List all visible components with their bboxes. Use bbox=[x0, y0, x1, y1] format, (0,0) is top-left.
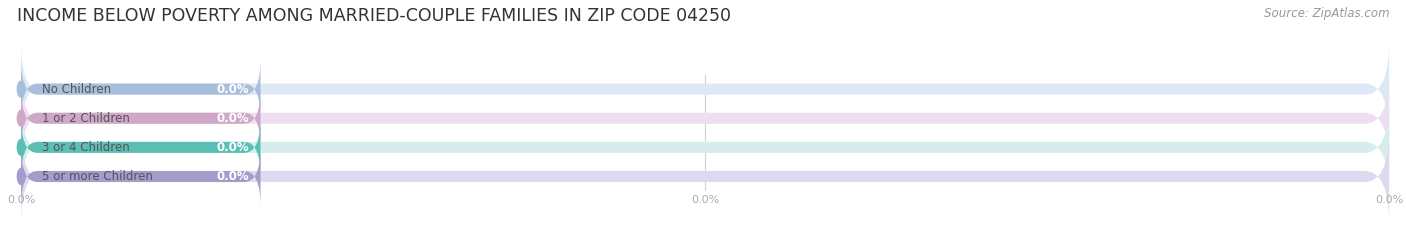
Text: 5 or more Children: 5 or more Children bbox=[42, 170, 153, 183]
Circle shape bbox=[17, 168, 25, 185]
Circle shape bbox=[17, 110, 25, 126]
FancyBboxPatch shape bbox=[21, 118, 260, 177]
Text: 0.0%: 0.0% bbox=[217, 112, 249, 125]
Circle shape bbox=[17, 81, 25, 97]
Text: 0.0%: 0.0% bbox=[217, 170, 249, 183]
FancyBboxPatch shape bbox=[21, 147, 260, 206]
Text: 3 or 4 Children: 3 or 4 Children bbox=[42, 141, 129, 154]
Text: 0.0%: 0.0% bbox=[217, 83, 249, 96]
FancyBboxPatch shape bbox=[21, 130, 1389, 223]
FancyBboxPatch shape bbox=[21, 100, 1389, 194]
FancyBboxPatch shape bbox=[21, 42, 1389, 136]
FancyBboxPatch shape bbox=[21, 60, 260, 119]
Text: 1 or 2 Children: 1 or 2 Children bbox=[42, 112, 131, 125]
Text: Source: ZipAtlas.com: Source: ZipAtlas.com bbox=[1264, 7, 1389, 20]
FancyBboxPatch shape bbox=[21, 89, 260, 148]
Circle shape bbox=[17, 139, 25, 155]
FancyBboxPatch shape bbox=[21, 71, 1389, 165]
Text: No Children: No Children bbox=[42, 83, 111, 96]
Text: 0.0%: 0.0% bbox=[217, 141, 249, 154]
Text: INCOME BELOW POVERTY AMONG MARRIED-COUPLE FAMILIES IN ZIP CODE 04250: INCOME BELOW POVERTY AMONG MARRIED-COUPL… bbox=[17, 7, 731, 25]
